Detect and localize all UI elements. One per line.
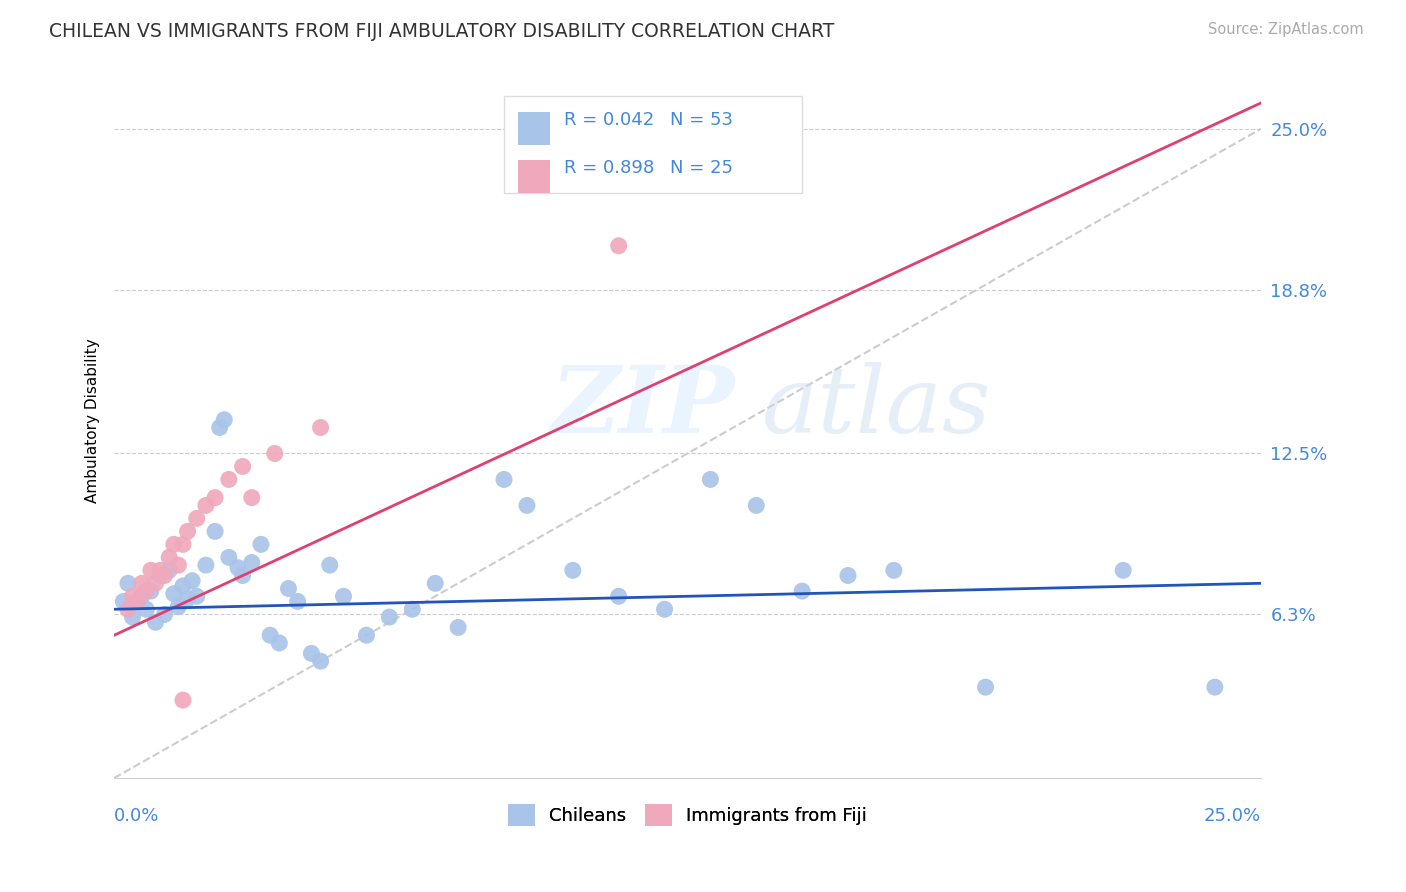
Point [263,446,285,460]
Text: ZIP: ZIP [550,362,734,451]
Point [117,602,139,616]
Point [163,537,186,551]
Text: CHILEAN VS IMMIGRANTS FROM FIJI AMBULATORY DISABILITY CORRELATION CHART: CHILEAN VS IMMIGRANTS FROM FIJI AMBULATO… [49,22,835,41]
Point [332,589,354,603]
Point [149,568,172,582]
Point [378,610,401,624]
Point [269,636,291,650]
Point [226,560,249,574]
Point [299,647,322,661]
Bar [517,112,550,145]
Point [153,568,176,582]
Point [974,680,997,694]
Point [654,602,676,616]
Point [167,558,190,573]
Point [186,511,208,525]
Point [172,537,194,551]
Y-axis label: Ambulatory Disability: Ambulatory Disability [86,339,100,503]
Point [131,589,153,603]
Point [837,568,859,582]
Text: N = 53: N = 53 [671,111,734,128]
Point [1204,680,1226,694]
Point [232,568,254,582]
Point [208,420,231,434]
Text: 25.0%: 25.0% [1204,806,1261,824]
Point [167,599,190,614]
Point [135,584,157,599]
Point [214,413,236,427]
Point [516,499,538,513]
Text: N = 25: N = 25 [671,159,734,177]
Point [287,594,309,608]
Point [745,499,768,513]
Text: R = 0.042: R = 0.042 [564,111,654,128]
Point [883,563,905,577]
Point [145,576,167,591]
Point [277,582,299,596]
Point [121,610,143,624]
Bar [503,96,803,193]
Point [492,472,515,486]
Point [117,576,139,591]
Point [792,584,814,599]
Point [204,491,226,505]
Point [145,615,167,630]
Point [561,563,583,577]
Point [425,576,447,591]
Point [240,491,263,505]
Point [172,579,194,593]
Point [135,602,157,616]
Point [194,558,217,573]
Point [139,584,162,599]
Point [112,594,135,608]
Point [250,537,273,551]
Point [309,654,332,668]
Point [181,574,204,588]
Text: 0.0%: 0.0% [114,806,159,824]
Text: R = 0.898: R = 0.898 [564,159,654,177]
Text: Source: ZipAtlas.com: Source: ZipAtlas.com [1208,22,1364,37]
Point [356,628,378,642]
Point [186,589,208,603]
Point [121,589,143,603]
Point [163,587,186,601]
Point [176,524,198,539]
Point [172,693,194,707]
Point [607,239,630,253]
Point [194,499,217,513]
Point [699,472,721,486]
Point [176,591,198,606]
Point [139,563,162,577]
Point [157,550,180,565]
Point [204,524,226,539]
Point [319,558,342,573]
Text: atlas: atlas [762,362,991,451]
Point [259,628,281,642]
Point [218,472,240,486]
Point [153,607,176,622]
Point [149,563,172,577]
Point [607,589,630,603]
Point [127,594,149,608]
Point [157,563,180,577]
Point [240,556,263,570]
Point [1112,563,1135,577]
Bar [517,161,550,193]
Point [401,602,423,616]
Point [232,459,254,474]
Point [447,620,470,634]
Point [127,594,149,608]
Point [218,550,240,565]
Point [131,576,153,591]
Point [309,420,332,434]
Legend: Chileans, Immigrants from Fiji: Chileans, Immigrants from Fiji [501,797,875,833]
